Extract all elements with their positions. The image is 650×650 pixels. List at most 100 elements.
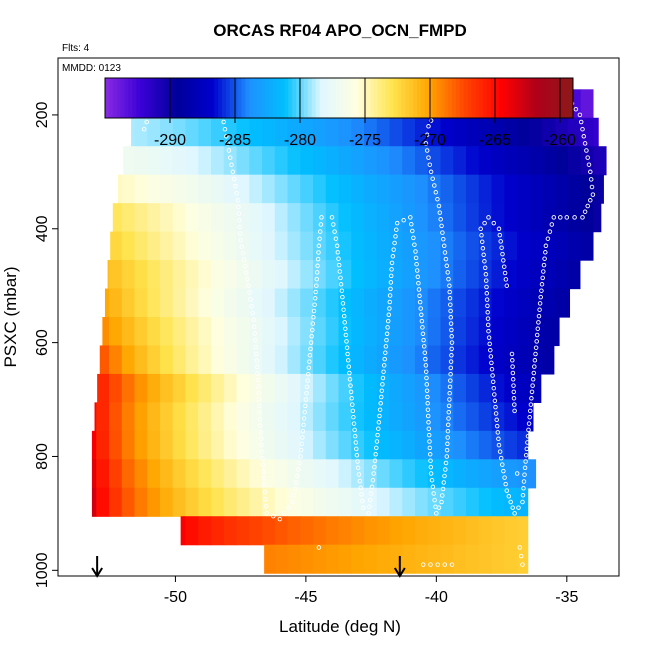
heatmap-cell — [517, 260, 531, 290]
track-point — [496, 436, 501, 442]
heatmap-cell — [364, 516, 378, 546]
track-point — [424, 375, 429, 381]
heatmap-cell — [313, 345, 327, 375]
heatmap-cell — [491, 260, 505, 290]
heatmap-cell — [211, 117, 225, 147]
heatmap-cell — [440, 345, 454, 375]
track-point — [264, 511, 269, 516]
heatmap-cell — [313, 430, 327, 460]
colorbar-swatch — [272, 78, 278, 118]
track-point — [511, 383, 516, 388]
heatmap-cell — [104, 288, 110, 318]
heatmap-cell — [376, 146, 391, 176]
track-point — [482, 220, 487, 226]
heatmap-cell — [517, 345, 531, 375]
heatmap-cell — [287, 288, 301, 318]
heatmap-cell — [389, 117, 403, 147]
heatmap-cell — [364, 231, 378, 261]
track-point — [582, 141, 588, 146]
track-point — [415, 274, 421, 280]
heatmap-cell — [172, 402, 187, 432]
heatmap-cell — [440, 544, 454, 574]
track-point — [510, 377, 516, 382]
track-point — [376, 426, 381, 431]
heatmap-cell — [376, 373, 391, 403]
heatmap-cell — [517, 516, 529, 546]
x-tick-label: -50 — [164, 589, 187, 606]
track-point — [428, 562, 433, 567]
track-point — [281, 511, 287, 516]
track-point — [492, 398, 498, 404]
track-point — [564, 215, 570, 220]
track-point — [309, 334, 314, 339]
heatmap-cell — [555, 288, 569, 318]
colorbar-swatch — [198, 78, 203, 118]
track-point — [261, 476, 266, 481]
heatmap-cell — [249, 260, 263, 290]
colorbar-swatch — [264, 78, 270, 118]
heatmap-cell — [185, 146, 199, 176]
track-point — [528, 402, 534, 407]
track-point — [84, 493, 89, 498]
colorbar-swatch — [249, 78, 254, 118]
track-point — [479, 239, 485, 245]
heatmap-cell — [198, 288, 212, 318]
track-point — [303, 397, 309, 402]
heatmap-cell — [249, 174, 263, 204]
track-point — [448, 308, 453, 314]
heatmap-cell — [223, 117, 238, 147]
track-point — [261, 469, 266, 474]
track-point — [496, 442, 502, 448]
track-point — [351, 414, 356, 420]
track-point — [488, 347, 493, 353]
track-point — [491, 385, 497, 391]
heatmap-cell — [415, 402, 429, 432]
heatmap-cell — [211, 487, 225, 517]
colorbar-swatch — [405, 78, 410, 118]
track-point — [304, 384, 310, 390]
heatmap-cell — [236, 288, 250, 318]
heatmap-cell — [338, 260, 352, 290]
track-point — [348, 389, 354, 395]
heatmap-cell — [121, 459, 136, 489]
track-point — [414, 261, 419, 267]
heatmap-cell — [160, 459, 174, 489]
track-point — [247, 290, 252, 295]
colorbar-tick-label: -275 — [349, 132, 381, 149]
heatmap-cell — [338, 174, 352, 204]
heatmap-cell — [351, 174, 365, 204]
heatmap-cell — [160, 203, 174, 233]
heatmap-cell — [427, 260, 442, 290]
heatmap-cell — [440, 487, 454, 517]
heatmap-cell — [236, 487, 250, 517]
heatmap-cell — [466, 345, 480, 375]
track-point — [240, 250, 246, 256]
colorbar-swatch — [545, 78, 551, 118]
heatmap-cell — [351, 203, 365, 233]
track-point — [348, 383, 353, 388]
heatmap-cell — [262, 487, 276, 517]
heatmap-cell — [517, 174, 531, 204]
track-point — [92, 364, 98, 370]
track-point — [447, 289, 452, 295]
heatmap-cell — [185, 260, 199, 290]
heatmap-cell — [427, 146, 442, 176]
track-point — [428, 464, 434, 470]
track-point — [420, 331, 426, 337]
heatmap-cell — [109, 487, 123, 517]
track-point — [446, 403, 452, 409]
track-point — [449, 562, 455, 567]
track-point — [442, 562, 448, 567]
heatmap-cell — [287, 459, 301, 489]
heatmap-cell — [402, 459, 416, 489]
colorbar-swatch — [151, 78, 157, 118]
heatmap-cell — [131, 117, 136, 147]
heatmap-cell — [287, 317, 301, 347]
track-point — [338, 275, 343, 281]
heatmap-cell — [529, 459, 537, 489]
heatmap-cell — [325, 345, 340, 375]
heatmap-cell — [147, 373, 161, 403]
heatmap-cell — [121, 231, 136, 261]
heatmap-cell — [147, 117, 161, 147]
heatmap-cell — [147, 174, 161, 204]
